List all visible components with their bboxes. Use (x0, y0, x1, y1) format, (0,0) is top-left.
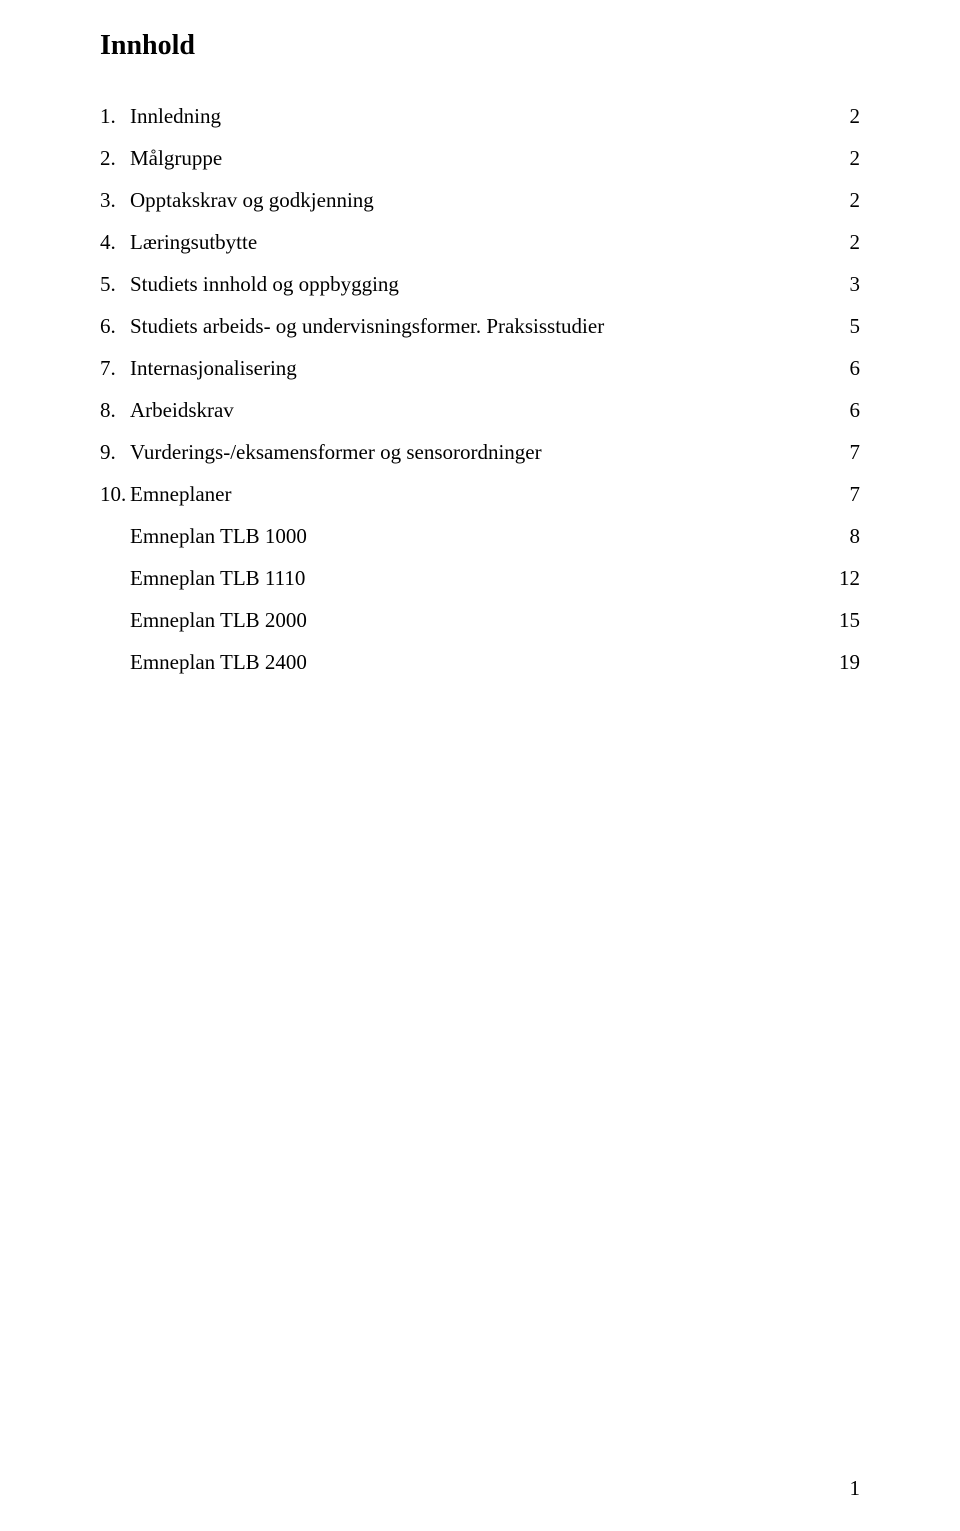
toc-entry: 1. Innledning 2 (100, 104, 860, 129)
toc-entry-label: Vurderings-/eksamensformer og sensorordn… (130, 440, 542, 465)
toc-entry: Emneplan TLB 1110 12 (100, 566, 860, 591)
toc-entry-page: 2 (832, 104, 860, 129)
toc-entry-page: 7 (832, 482, 860, 507)
table-of-contents: 1. Innledning 2 2. Målgruppe 2 3. Opptak… (100, 104, 860, 675)
toc-entry-label: Studiets innhold og oppbygging (130, 272, 399, 297)
page-title: Innhold (100, 30, 860, 62)
toc-entry-page: 2 (832, 188, 860, 213)
toc-entry-number: 3. (100, 188, 130, 213)
toc-entry-label: Opptakskrav og godkjenning (130, 188, 374, 213)
toc-entry: 9. Vurderings-/eksamensformer og sensoro… (100, 440, 860, 465)
toc-entry-page: 19 (832, 650, 860, 675)
toc-entry-label: Internasjonalisering (130, 356, 297, 381)
toc-entry: Emneplan TLB 1000 8 (100, 524, 860, 549)
toc-entry-label: Emneplaner (130, 482, 231, 507)
toc-entry-page: 6 (832, 398, 860, 423)
toc-entry-number: 8. (100, 398, 130, 423)
toc-entry: Emneplan TLB 2400 19 (100, 650, 860, 675)
toc-entry: 7. Internasjonalisering 6 (100, 356, 860, 381)
toc-entry-number: 4. (100, 230, 130, 255)
toc-entry-label: Emneplan TLB 2000 (100, 608, 307, 633)
toc-entry-label: Læringsutbytte (130, 230, 257, 255)
toc-entry-page: 2 (832, 146, 860, 171)
toc-entry-number: 9. (100, 440, 130, 465)
page-number: 1 (850, 1476, 861, 1501)
toc-entry-number: 5. (100, 272, 130, 297)
toc-entry: 8. Arbeidskrav 6 (100, 398, 860, 423)
toc-entry-number: 2. (100, 146, 130, 171)
toc-entry-label: Emneplan TLB 1000 (100, 524, 307, 549)
toc-entry-page: 7 (832, 440, 860, 465)
toc-entry-label: Innledning (130, 104, 221, 129)
toc-entry-page: 5 (832, 314, 860, 339)
toc-entry-label: Målgruppe (130, 146, 222, 171)
toc-entry: 5. Studiets innhold og oppbygging 3 (100, 272, 860, 297)
toc-entry: 3. Opptakskrav og godkjenning 2 (100, 188, 860, 213)
toc-entry: 4. Læringsutbytte 2 (100, 230, 860, 255)
toc-entry-page: 6 (832, 356, 860, 381)
toc-entry-number: 7. (100, 356, 130, 381)
toc-entry-page: 3 (832, 272, 860, 297)
toc-entry-number: 1. (100, 104, 130, 129)
toc-entry: 6. Studiets arbeids- og undervisningsfor… (100, 314, 860, 339)
toc-entry-number: 6. (100, 314, 130, 339)
toc-entry-page: 15 (832, 608, 860, 633)
toc-entry-label: Studiets arbeids- og undervisningsformer… (130, 314, 604, 339)
toc-entry-label: Emneplan TLB 2400 (100, 650, 307, 675)
toc-entry-page: 2 (832, 230, 860, 255)
toc-entry: 2. Målgruppe 2 (100, 146, 860, 171)
document-page: Innhold 1. Innledning 2 2. Målgruppe 2 3… (0, 0, 960, 1531)
toc-entry-label: Arbeidskrav (130, 398, 234, 423)
toc-entry-page: 8 (832, 524, 860, 549)
toc-entry-label: Emneplan TLB 1110 (100, 566, 305, 591)
toc-entry-page: 12 (832, 566, 860, 591)
toc-entry: 10. Emneplaner 7 (100, 482, 860, 507)
toc-entry: Emneplan TLB 2000 15 (100, 608, 860, 633)
toc-entry-number: 10. (100, 482, 130, 507)
